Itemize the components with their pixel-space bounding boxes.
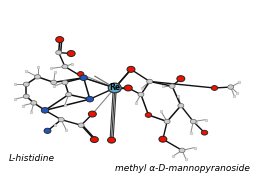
Ellipse shape [178,103,184,108]
Ellipse shape [41,108,49,113]
Ellipse shape [169,84,175,88]
Ellipse shape [228,85,234,89]
Ellipse shape [23,94,29,99]
Ellipse shape [80,75,87,81]
Ellipse shape [78,72,84,76]
Ellipse shape [51,80,57,85]
Ellipse shape [62,80,68,85]
Ellipse shape [124,85,132,91]
Ellipse shape [23,82,29,87]
Text: Re: Re [109,84,120,92]
Ellipse shape [35,75,41,79]
Ellipse shape [56,50,62,55]
Ellipse shape [177,76,185,82]
Ellipse shape [66,92,72,97]
Ellipse shape [62,64,68,69]
Ellipse shape [179,148,185,153]
Ellipse shape [147,79,153,84]
Text: L-histidine: L-histidine [8,154,54,163]
Ellipse shape [31,101,37,105]
Ellipse shape [67,50,75,57]
Ellipse shape [164,119,170,124]
Ellipse shape [78,123,84,127]
Ellipse shape [211,86,218,90]
Ellipse shape [88,111,96,117]
Ellipse shape [107,137,116,143]
Ellipse shape [44,128,51,133]
Ellipse shape [86,96,94,102]
Ellipse shape [159,136,167,142]
Ellipse shape [90,137,98,143]
Ellipse shape [190,119,196,124]
Ellipse shape [138,92,144,97]
Ellipse shape [145,113,152,117]
Text: methyl α-D-mannopyranoside: methyl α-D-mannopyranoside [115,164,250,173]
Ellipse shape [108,83,121,93]
Ellipse shape [127,66,135,72]
Ellipse shape [58,117,64,122]
Ellipse shape [56,37,64,43]
Ellipse shape [201,130,208,135]
